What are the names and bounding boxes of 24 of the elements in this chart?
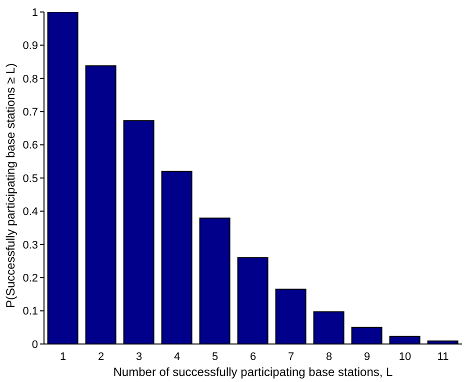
x-tick-label: 8 [326,350,332,363]
x-tick-label: 11 [437,350,449,363]
y-tick-label: 0.4 [22,206,38,218]
y-tick-label: 0.9 [22,40,38,52]
x-tick-label: 10 [398,350,412,363]
x-tick-label: 4 [174,350,180,363]
y-tick-label: 0.3 [22,239,38,252]
y-tick-label: 0.1 [22,306,38,318]
x-tick-label: 6 [250,350,256,363]
y-tick-label: 0.7 [22,106,38,119]
x-tick-label: 2 [98,350,104,363]
y-axis-title: P(Successfully participating base stations ≥ L) [3,63,18,308]
x-tick-label: 1 [60,350,66,363]
y-tick-label: 1 [32,6,38,19]
x-tick-label: 3 [136,350,142,363]
x-tick-label: 7 [288,350,294,363]
x-tick-label: 5 [212,350,218,363]
y-tick-label: 0.8 [22,73,38,86]
y-tick-label: 0.5 [22,172,38,185]
x-tick-label: 9 [364,350,370,363]
y-tick-label: 0.6 [22,140,38,152]
y-tick-label: 0 [32,338,38,351]
x-axis-title: Number of successfully participating base stations, L [113,365,394,379]
y-tick-label: 0.2 [22,272,38,285]
